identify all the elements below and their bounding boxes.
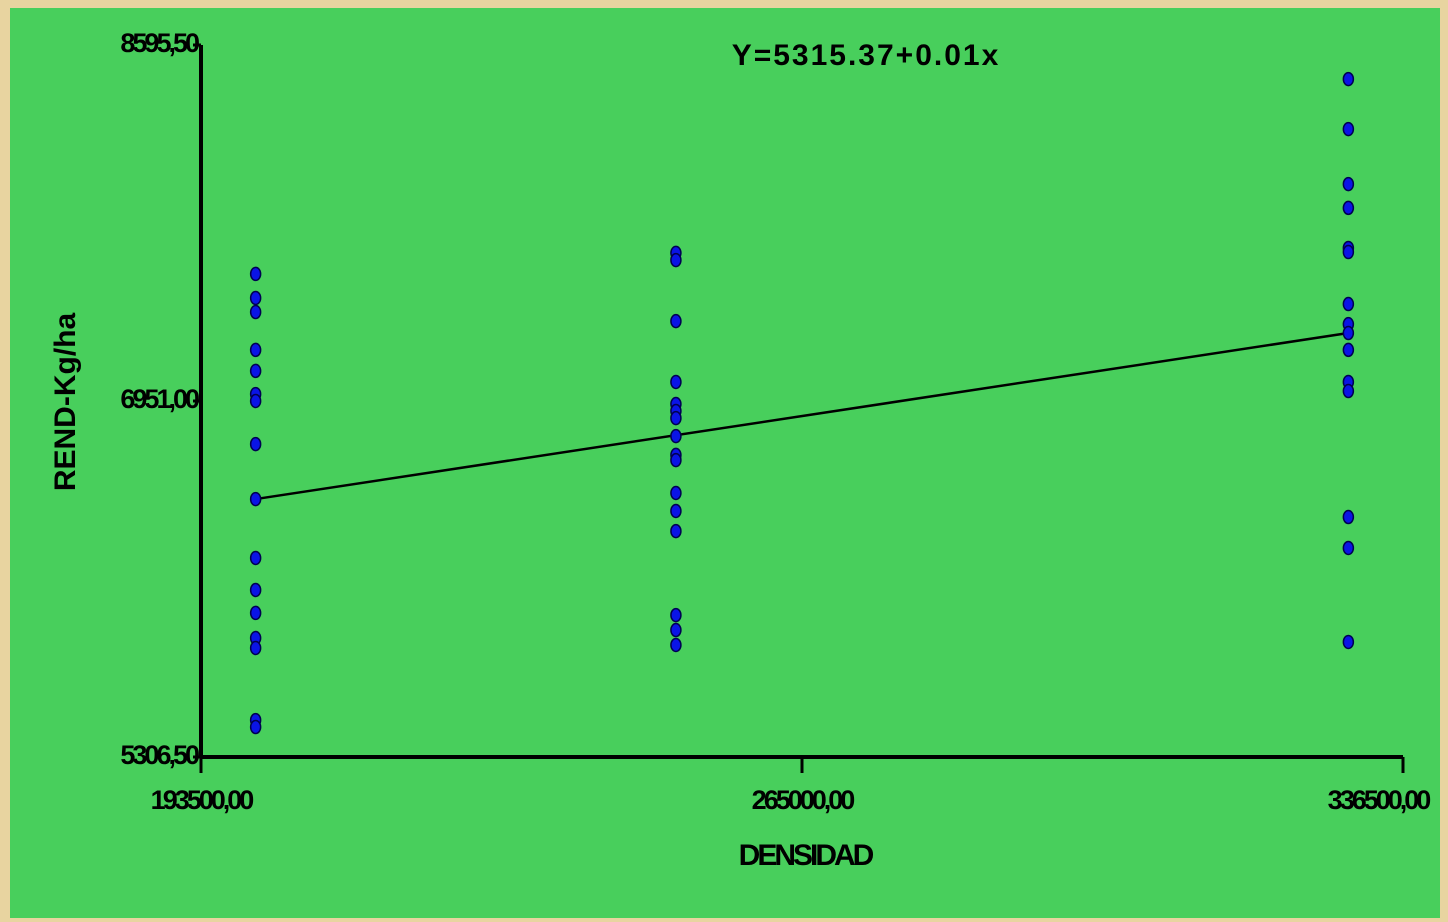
equation: Y=5315.37+0.01x — [732, 39, 1001, 72]
data-point — [670, 503, 682, 519]
data-point — [670, 622, 682, 638]
data-point — [1342, 244, 1355, 260]
data-point — [249, 393, 262, 409]
y-tick-label: 5306,50 — [120, 740, 199, 770]
data-point — [670, 452, 682, 468]
x-tick-label: 265000,00 — [752, 785, 855, 815]
data-point — [1342, 296, 1355, 312]
data-point — [670, 523, 682, 539]
y-axis-label: REND-Kg/ha — [49, 313, 82, 492]
data-point — [1342, 200, 1355, 216]
data-point — [670, 252, 682, 268]
regression-line — [255, 331, 1349, 501]
y-tick-label: 6951,00 — [120, 384, 199, 414]
data-point — [670, 428, 682, 444]
data-point — [1342, 342, 1355, 358]
data-point — [670, 485, 682, 501]
data-point — [670, 637, 682, 653]
data-point — [249, 436, 262, 452]
data-point — [1342, 176, 1355, 192]
data-point — [670, 313, 682, 329]
data-point — [249, 290, 262, 306]
data-point — [1342, 509, 1355, 525]
data-point — [670, 607, 682, 623]
data-point — [249, 304, 262, 320]
data-point — [249, 550, 262, 566]
data-point — [1342, 634, 1355, 650]
data-point — [1342, 540, 1355, 556]
data-point — [1342, 325, 1355, 341]
data-point — [249, 605, 262, 621]
data-point — [1342, 121, 1355, 137]
data-point — [249, 363, 262, 379]
data-point — [670, 374, 682, 390]
plot-panel — [10, 8, 1440, 918]
data-point — [249, 640, 262, 656]
x-tick-label: 193500,00 — [151, 785, 254, 815]
x-tick-label: 336500,00 — [1328, 785, 1431, 815]
data-point — [249, 342, 262, 358]
data-point — [670, 410, 682, 426]
data-point — [1342, 383, 1355, 399]
y-tick-label: 8595,50 — [120, 28, 199, 58]
x-axis-label: DENSIDAD — [739, 839, 874, 872]
data-point — [249, 491, 262, 507]
data-point — [249, 582, 262, 598]
data-point — [249, 266, 262, 282]
data-point — [249, 719, 262, 735]
data-point — [1342, 71, 1355, 87]
